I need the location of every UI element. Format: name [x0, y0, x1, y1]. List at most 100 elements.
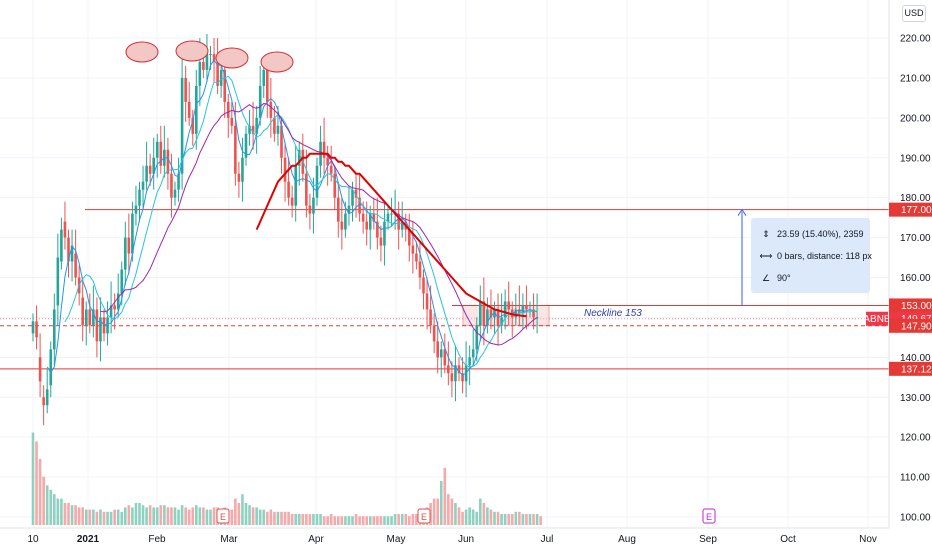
- candle-body: [432, 325, 436, 342]
- volume-bar: [63, 503, 67, 525]
- candle-body: [35, 321, 38, 338]
- volume-bar: [70, 505, 74, 525]
- x-axis-ticks: 10 2021 Feb Mar Apr May Jun Jul Aug Sep Oct Nov: [27, 534, 876, 545]
- candle-body: [113, 305, 116, 310]
- volume-bar: [180, 505, 184, 525]
- volume-bar: [479, 498, 482, 525]
- volume-bar: [361, 516, 365, 525]
- candle-body: [209, 53, 212, 55]
- candle-body: [155, 141, 159, 158]
- earnings-marker: E: [417, 508, 431, 524]
- volume-bar: [503, 514, 507, 525]
- price-tag-bg: [889, 361, 932, 376]
- candle-body: [312, 197, 315, 214]
- volume-bar: [74, 505, 77, 525]
- x-tick-label: Nov: [859, 534, 877, 545]
- candle-body: [258, 85, 262, 118]
- volume-bar: [84, 509, 88, 525]
- price-tag-text: 153.00: [901, 301, 932, 312]
- volume-bar: [159, 505, 163, 525]
- candle-body: [532, 309, 535, 318]
- candle-body: [326, 157, 329, 166]
- candle-body: [237, 173, 241, 182]
- candle-body: [159, 141, 163, 166]
- measure-angle-row: ∠ 90°: [759, 271, 791, 285]
- candle-body: [283, 157, 287, 182]
- candle-body: [479, 301, 482, 326]
- volume-bar: [539, 516, 542, 525]
- symbol-tag-bg: [866, 311, 888, 326]
- volume-bar: [230, 509, 234, 525]
- volume-bar: [319, 514, 322, 525]
- y-tick-label: 210.00: [900, 73, 931, 84]
- x-tick-label: Jul: [541, 534, 554, 545]
- volume-bar: [447, 494, 450, 525]
- volume-bar: [507, 514, 510, 525]
- y-tick-label: 110.00: [900, 473, 930, 484]
- volume-bar: [38, 459, 42, 525]
- candle-body: [329, 165, 333, 174]
- y-tick-label: 200.00: [900, 113, 931, 124]
- measure-range-row: ⇕ 23.59 (15.40%), 2359: [759, 227, 863, 241]
- volume-bar: [486, 507, 489, 525]
- volume-bar: [42, 476, 45, 525]
- candle-body: [63, 221, 67, 238]
- candle-body: [415, 253, 418, 262]
- volume-bar: [454, 503, 457, 525]
- volume-bar: [248, 505, 251, 525]
- candle-body: [333, 173, 337, 198]
- peak-ellipse: [260, 51, 294, 73]
- candle-body: [255, 117, 258, 134]
- candle-body: [347, 205, 351, 214]
- volume-bar: [138, 503, 141, 525]
- volume-bar: [347, 516, 351, 525]
- earnings-badge: [216, 508, 230, 524]
- candle-body: [92, 309, 95, 326]
- candle-body: [503, 301, 507, 318]
- candle-body: [262, 69, 266, 86]
- candle-body: [234, 125, 237, 174]
- volume-bar: [102, 511, 106, 525]
- earnings-letter: E: [220, 512, 226, 522]
- price-range-icon: ⇕: [762, 229, 770, 239]
- candle-body: [116, 293, 120, 310]
- volume-bar: [372, 516, 376, 525]
- candle-body: [443, 349, 447, 366]
- candle-body: [266, 69, 269, 102]
- x-tick-label: 10: [27, 534, 39, 545]
- volume-bar: [45, 485, 49, 525]
- candle-body: [81, 297, 84, 326]
- price-tag: 137.12: [889, 361, 932, 376]
- volume-bar: [297, 514, 301, 525]
- volume-bar: [120, 511, 124, 525]
- volume-bar: [326, 516, 329, 525]
- volume-bar: [358, 516, 361, 525]
- moving-averages: [46, 59, 538, 376]
- x-tick-label: Mar: [220, 534, 238, 545]
- candle-body: [322, 141, 326, 158]
- volume-bar: [500, 514, 503, 525]
- candle-body: [120, 269, 124, 294]
- candle-body: [49, 349, 53, 386]
- price-tag-text: 177.00: [901, 205, 932, 216]
- candle-body: [60, 229, 63, 262]
- candle-body: [457, 365, 461, 374]
- volume-bar: [400, 514, 404, 525]
- volume-bar: [234, 498, 237, 525]
- currency-label[interactable]: USD: [902, 5, 926, 22]
- volume-bar: [333, 516, 337, 525]
- candle-body: [141, 181, 145, 190]
- bars-range-icon: ⟷: [759, 251, 773, 261]
- candle-body: [308, 205, 312, 214]
- angle-icon: ∠: [761, 273, 771, 283]
- candle-body: [212, 53, 216, 62]
- candle-body: [525, 305, 528, 310]
- volume-bar: [198, 507, 202, 525]
- volume-bar: [212, 507, 216, 525]
- volume-bar: [290, 514, 294, 525]
- candle-body: [372, 213, 376, 222]
- volume-bar: [510, 514, 514, 525]
- x-tick-label: Oct: [780, 534, 796, 545]
